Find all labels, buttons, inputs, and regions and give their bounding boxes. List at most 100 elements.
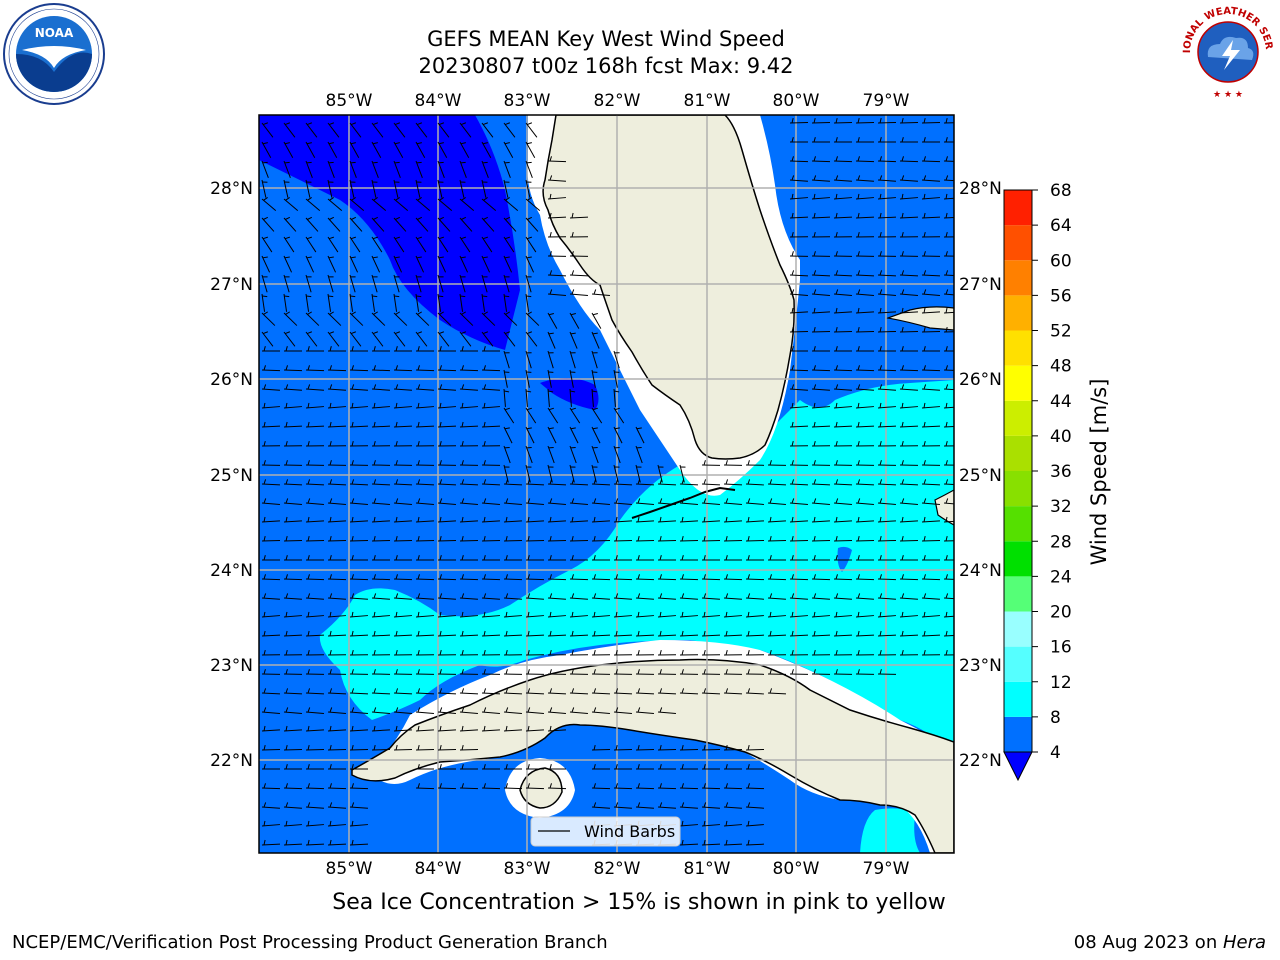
wind-barb	[525, 350, 532, 369]
wind-barb	[525, 669, 545, 675]
wind-barb	[503, 426, 513, 444]
wind-barb	[305, 216, 319, 232]
wind-barb	[503, 216, 517, 232]
wind-barb	[811, 611, 830, 618]
wind-barb	[855, 251, 875, 257]
wind-barb	[855, 193, 874, 200]
wind-barb	[327, 197, 343, 211]
wind-barb	[327, 498, 346, 506]
wind-barb	[679, 498, 698, 506]
wind-barb	[591, 479, 611, 486]
wind-barb	[635, 802, 654, 809]
wind-barb	[525, 331, 538, 347]
wind-barb	[767, 498, 786, 506]
lon-label: 82°W	[594, 859, 641, 879]
wind-barb	[459, 293, 466, 312]
wind-barb	[635, 630, 655, 637]
wind-barb	[371, 725, 390, 732]
wind-barb	[349, 611, 368, 618]
wind-barb	[789, 441, 809, 447]
wind-barb	[943, 270, 954, 277]
wind-barb	[437, 707, 456, 715]
wind-barb	[679, 611, 698, 618]
wind-barb	[855, 498, 874, 506]
wind-barb	[393, 141, 404, 158]
lat-label: 25°N	[959, 466, 1002, 486]
wind-barb	[547, 251, 567, 257]
wind-barb	[877, 460, 897, 466]
wind-barb	[503, 160, 511, 179]
map-area	[259, 115, 954, 853]
wind-barb	[855, 270, 875, 277]
wind-barb	[635, 535, 655, 542]
wind-barb	[767, 593, 786, 600]
wind-barb	[327, 255, 337, 273]
wind-barb	[525, 293, 532, 312]
lon-labels-bottom: 85°W 84°W 83°W 82°W 81°W 80°W 79°W	[326, 859, 910, 879]
wind-barb	[305, 744, 325, 751]
wind-barb	[459, 122, 472, 138]
wind-barb	[305, 311, 320, 326]
wind-barb	[591, 426, 601, 444]
wind-barb	[811, 156, 831, 163]
wind-barb	[305, 820, 324, 827]
wind-barb	[613, 535, 633, 542]
wind-barb	[613, 516, 632, 523]
wind-barb	[327, 744, 347, 751]
wind-barb	[525, 555, 545, 561]
wind-barb	[789, 555, 809, 561]
legend: Wind Barbs	[530, 816, 681, 847]
wind-barb	[525, 160, 533, 179]
lat-label: 26°N	[959, 370, 1002, 390]
wind-barb	[327, 783, 347, 790]
wind-barb	[789, 289, 808, 297]
wind-barb	[833, 441, 853, 447]
wind-barb	[437, 574, 457, 581]
wind-barb	[679, 535, 699, 542]
wind-barb	[459, 197, 475, 211]
lon-label: 79°W	[863, 859, 910, 879]
wind-barb	[459, 650, 479, 656]
wind-barb	[327, 764, 347, 770]
wind-barb	[503, 369, 510, 388]
wind-barb	[701, 802, 720, 809]
wind-barb	[833, 137, 853, 143]
wind-barb	[393, 555, 413, 561]
wind-barb	[613, 445, 621, 464]
wind-barb	[789, 212, 809, 219]
wind-barb	[481, 669, 501, 675]
wind-barb	[745, 802, 764, 809]
wind-barb	[305, 255, 315, 273]
wind-barb	[327, 236, 339, 253]
wind-barb	[921, 479, 941, 486]
wind-barb	[349, 122, 362, 138]
wind-barb	[393, 179, 400, 198]
colorbar-tick-label: 28	[1050, 532, 1072, 552]
wind-barb	[393, 293, 400, 312]
wind-barb	[943, 346, 954, 352]
wind-barb	[591, 369, 598, 388]
wind-barb	[305, 783, 325, 790]
lat-label: 24°N	[959, 561, 1002, 581]
wind-barb	[305, 611, 324, 618]
wind-barb	[877, 479, 897, 486]
wind-barb	[701, 820, 720, 827]
wind-barb	[877, 611, 896, 618]
wind-barb	[657, 764, 677, 770]
wind-barb	[569, 312, 580, 329]
wind-barb	[371, 274, 378, 293]
wind-barb	[327, 141, 338, 158]
wind-barb	[569, 611, 588, 618]
lon-label: 81°W	[684, 91, 731, 111]
wind-barb	[811, 137, 831, 143]
wind-barb	[767, 650, 787, 656]
lat-label: 22°N	[959, 751, 1002, 771]
wind-barb	[877, 365, 897, 372]
wind-barb	[899, 516, 918, 523]
wind-barb	[261, 365, 281, 372]
wind-barb	[833, 156, 853, 163]
wind-barb	[305, 346, 325, 352]
wind-barb	[635, 555, 655, 561]
wind-barb	[525, 407, 537, 424]
wind-barb	[569, 270, 589, 277]
